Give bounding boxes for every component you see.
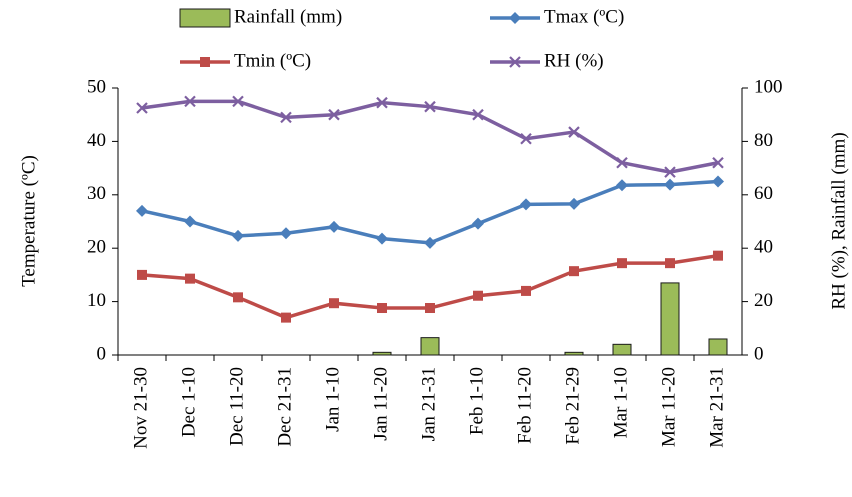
marker <box>664 166 676 178</box>
y2-tick-label: 80 <box>754 130 773 151</box>
x-tick-label: Jan 21-31 <box>418 367 439 441</box>
legend-label: Rainfall (mm) <box>234 6 342 27</box>
y2-tick-label: 40 <box>754 237 773 258</box>
marker <box>328 108 340 121</box>
x-tick-label: Feb 1-10 <box>466 367 487 435</box>
x-tick-label: Mar 1-10 <box>610 367 631 438</box>
bar <box>420 337 440 356</box>
marker <box>568 197 580 210</box>
marker <box>473 290 483 301</box>
marker <box>376 96 388 109</box>
bar <box>612 343 632 356</box>
x-tick-label: Mar 21-31 <box>706 367 727 448</box>
y2-tick-label: 100 <box>754 76 783 97</box>
marker <box>616 156 628 169</box>
y2-tick-label: 20 <box>754 290 773 311</box>
marker <box>376 232 388 245</box>
marker <box>569 266 579 277</box>
marker <box>616 179 628 192</box>
legend-label: RH (%) <box>544 50 604 71</box>
marker <box>232 95 244 108</box>
x-tick-label: Feb 21-29 <box>562 367 583 445</box>
marker <box>280 111 292 124</box>
marker <box>233 292 243 303</box>
marker <box>665 258 675 269</box>
marker <box>712 175 724 188</box>
marker <box>200 57 210 67</box>
y-tick-label: 20 <box>87 237 106 258</box>
legend-label: Tmin (ºC) <box>234 50 311 71</box>
y2-axis-title: RH (%), Rainfall (mm) <box>828 132 849 309</box>
bar <box>372 351 392 356</box>
marker <box>280 227 292 240</box>
marker <box>185 273 195 284</box>
marker <box>329 298 339 309</box>
y-axis-title: Temperature (ºC) <box>18 155 39 287</box>
y2-tick-label: 0 <box>754 343 764 364</box>
marker <box>509 56 521 68</box>
line <box>141 99 719 174</box>
x-tick-label: Nov 21-30 <box>130 367 151 449</box>
marker <box>137 269 147 280</box>
marker <box>377 303 387 314</box>
marker <box>520 132 532 145</box>
marker <box>425 303 435 314</box>
x-tick-label: Feb 11-20 <box>514 367 535 444</box>
line <box>141 179 719 245</box>
y-tick-label: 50 <box>87 76 106 97</box>
bar <box>660 282 680 356</box>
marker <box>664 178 676 191</box>
marker <box>712 156 724 169</box>
y-tick-label: 0 <box>97 343 107 364</box>
marker <box>184 95 196 108</box>
x-tick-label: Dec 11-20 <box>226 367 247 446</box>
x-tick-label: Jan 11-20 <box>370 367 391 441</box>
bar <box>708 338 728 356</box>
marker <box>328 220 340 233</box>
marker <box>520 198 532 211</box>
marker <box>184 215 196 228</box>
marker <box>521 285 531 296</box>
marker <box>509 12 521 24</box>
marker <box>472 108 484 121</box>
y-tick-label: 10 <box>87 290 106 311</box>
marker <box>472 217 484 230</box>
marker <box>232 229 244 242</box>
y2-tick-label: 60 <box>754 183 773 204</box>
legend-swatch <box>179 8 231 28</box>
y-tick-label: 40 <box>87 130 106 151</box>
legend-label: Tmax (ºC) <box>544 6 624 27</box>
marker <box>136 102 148 114</box>
marker <box>617 258 627 269</box>
x-tick-label: Mar 11-20 <box>658 367 679 447</box>
x-tick-label: Dec 21-31 <box>274 367 295 447</box>
marker <box>424 236 436 249</box>
marker <box>568 126 580 138</box>
marker <box>136 204 148 217</box>
x-tick-label: Jan 1-10 <box>322 367 343 432</box>
marker <box>424 100 436 113</box>
marker <box>281 312 291 323</box>
x-tick-label: Dec 1-10 <box>178 367 199 437</box>
marker <box>713 250 723 261</box>
bar <box>564 351 584 356</box>
y-tick-label: 30 <box>87 183 106 204</box>
